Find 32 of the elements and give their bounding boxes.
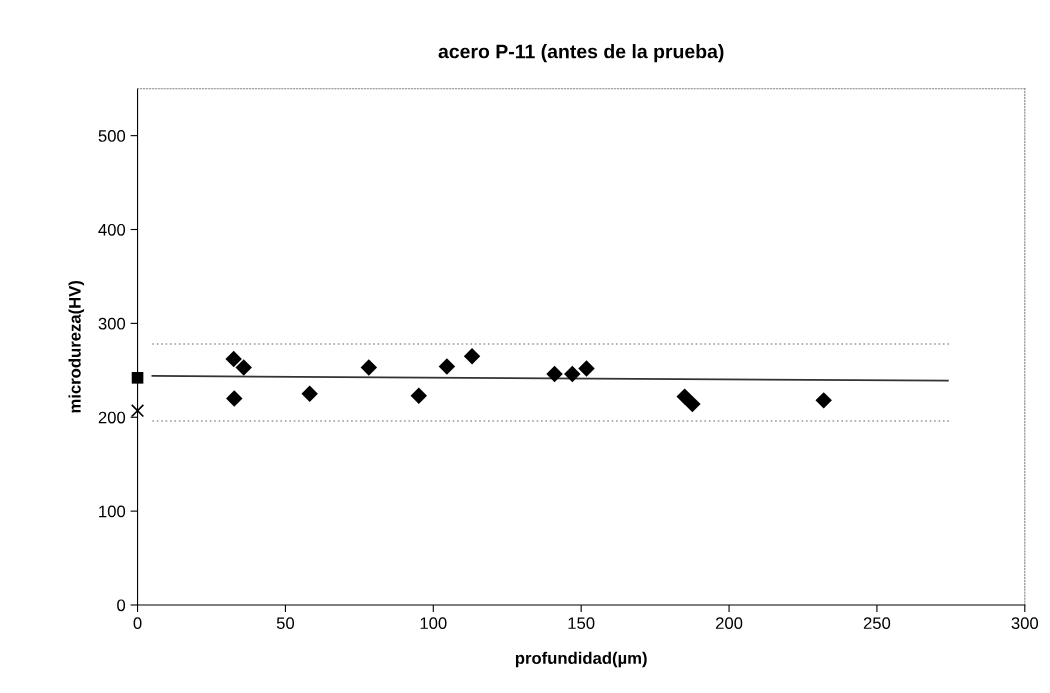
point (463, 348, 481, 365)
y-tick-label: 500 (98, 130, 126, 142)
point (684, 395, 701, 413)
y-axis-title: microdureza(HV) (68, 280, 85, 413)
point (226, 390, 243, 407)
point (131, 372, 144, 384)
x-tick-label: 100 (420, 617, 447, 630)
point (410, 387, 428, 404)
y-tick-label: 0 (117, 599, 126, 612)
point (225, 350, 242, 368)
y-tick-label: 200 (98, 411, 126, 424)
x-tick-label: 50 (276, 617, 295, 630)
point (360, 359, 378, 376)
y-tick-label: 400 (98, 223, 126, 236)
x-tick-label: 200 (715, 617, 743, 630)
point (546, 365, 563, 383)
point (438, 358, 456, 375)
point (301, 385, 318, 402)
point (130, 404, 145, 418)
point (564, 365, 581, 383)
chart-title: acero P-11 (antes de la prueba) (438, 44, 724, 63)
x-tick-label: 250 (863, 617, 891, 630)
x-tick-label: 300 (1011, 617, 1039, 630)
x-tick-label: 150 (568, 617, 595, 630)
x-axis-title: profundidad(µm) (515, 651, 647, 668)
point (235, 359, 252, 376)
y-tick-label: 300 (98, 317, 126, 330)
x-tick-label: 0 (133, 617, 142, 630)
point (578, 360, 595, 377)
point (676, 388, 693, 405)
point (815, 392, 832, 409)
y-tick-label: 100 (99, 505, 126, 518)
